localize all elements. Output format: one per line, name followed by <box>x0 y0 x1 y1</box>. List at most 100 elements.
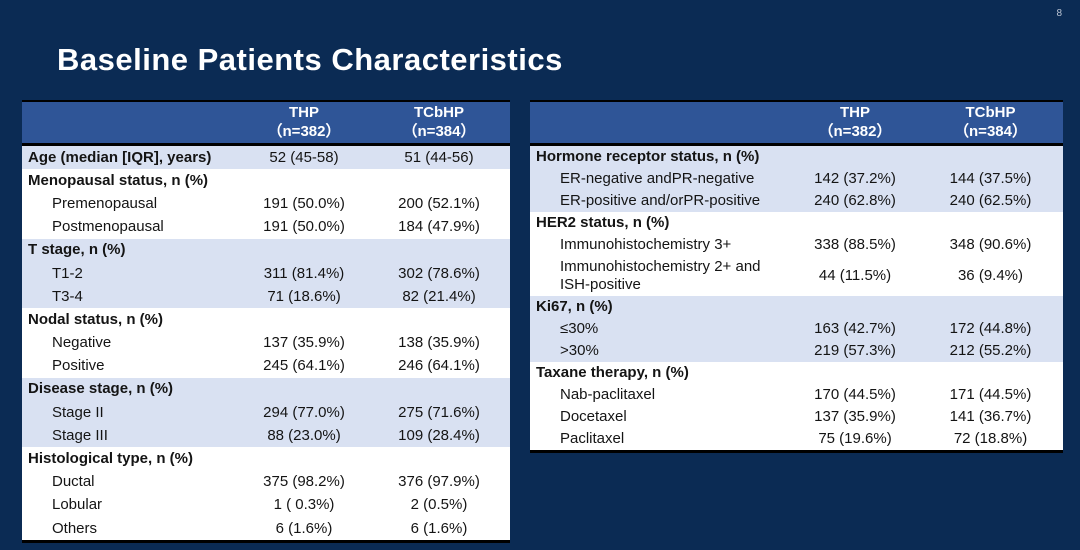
tcbhp-value: 51 (44-56) <box>404 148 474 166</box>
tcbhp-value: 348 (90.6%) <box>949 236 1032 253</box>
baseline-table-right: THP （n=382） TCbHP （n=384） Hormone recept… <box>530 100 1063 453</box>
row-item-label: Negative <box>52 334 112 352</box>
row-item-label: >30% <box>560 342 599 359</box>
row-category-label: Age (median [IQR], years) <box>28 148 212 166</box>
thp-value: 294 (77.0%) <box>263 403 345 421</box>
arm-n: （n=384） <box>402 122 476 140</box>
tcbhp-value: 172 (44.8%) <box>949 320 1032 337</box>
table-row: Hormone receptor status, n (%) <box>530 146 1063 168</box>
row-item-label: Others <box>52 519 98 537</box>
thp-value: 170 (44.5%) <box>814 386 896 403</box>
arm-n: （n=384） <box>954 122 1027 140</box>
tcbhp-value: 141 (36.7%) <box>949 408 1032 425</box>
row-category-label: T stage, n (%) <box>28 241 126 259</box>
tcbhp-value: 184 (47.9%) <box>398 218 480 236</box>
row-category-label: Hormone receptor status, n (%) <box>536 148 760 165</box>
thp-value: 240 (62.8%) <box>814 192 896 209</box>
thp-value: 311 (81.4%) <box>263 264 345 282</box>
table-row: HER2 status, n (%) <box>530 212 1063 234</box>
row-item-label: Premenopausal <box>52 194 158 212</box>
row-category-label: Disease stage, n (%) <box>28 380 174 398</box>
tcbhp-value: 212 (55.2%) <box>949 342 1032 359</box>
row-category-label: Ki67, n (%) <box>536 298 613 315</box>
tcbhp-value: 36 (9.4%) <box>957 267 1024 284</box>
tcbhp-value: 200 (52.1%) <box>398 194 480 212</box>
table-row: Nodal status, n (%) <box>22 308 510 332</box>
row-category-label: Nodal status, n (%) <box>28 310 164 328</box>
header-tcbhp-column: TCbHP （n=384） <box>368 102 510 143</box>
header-empty-cell <box>22 102 240 143</box>
row-item-label: Paclitaxel <box>560 430 625 447</box>
table-row: Negative 137 (35.9%) 138 (35.9%) <box>22 331 510 355</box>
table-row: Age (median [IQR], years) 52 (45-58) 51 (4… <box>22 146 510 170</box>
table-row: T3-4 71 (18.6%) 82 (21.4%) <box>22 285 510 309</box>
tcbhp-value: 2 (0.5%) <box>410 496 468 514</box>
thp-value: 191 (50.0%) <box>263 218 345 236</box>
tcbhp-value: 109 (28.4%) <box>398 426 480 444</box>
arm-n: （n=382） <box>267 122 341 140</box>
row-item-label: Positive <box>52 357 105 375</box>
thp-value: 163 (42.7%) <box>814 320 896 337</box>
row-item-label: ≤30% <box>560 320 599 337</box>
row-item-label: Immunohistochemistry 3+ <box>560 236 732 253</box>
tcbhp-value: 72 (18.8%) <box>953 430 1028 447</box>
row-item-label: ER-negative andPR-negative <box>560 170 755 187</box>
row-item-label: ER-positive and/orPR-positive <box>560 192 761 209</box>
tcbhp-value: 240 (62.5%) <box>949 192 1032 209</box>
row-item-label: Stage III <box>52 426 108 444</box>
table-row: Menopausal status, n (%) <box>22 169 510 193</box>
thp-value: 137 (35.9%) <box>814 408 896 425</box>
arm-n: （n=382） <box>818 122 892 140</box>
table-row: Paclitaxel 75 (19.6%) 72 (18.8%) <box>530 428 1063 450</box>
thp-value: 6 (1.6%) <box>275 519 333 537</box>
table-row: ≤30% 163 (42.7%) 172 (44.8%) <box>530 318 1063 340</box>
table-row: Positive 245 (64.1%) 246 (64.1%) <box>22 354 510 378</box>
thp-value: 44 (11.5%) <box>818 267 892 284</box>
thp-value: 52 (45-58) <box>269 148 339 166</box>
row-category-label: Menopausal status, n (%) <box>28 171 209 189</box>
row-category-label: Histological type, n (%) <box>28 450 194 468</box>
table-row: Stage III 88 (23.0%) 109 (28.4%) <box>22 424 510 448</box>
thp-value: 88 (23.0%) <box>267 426 341 444</box>
thp-value: 245 (64.1%) <box>263 357 345 375</box>
table-row: Taxane therapy, n (%) <box>530 362 1063 384</box>
row-item-label: Immunohistochemistry 2+ and ISH-positive <box>560 258 761 293</box>
slide-title: Baseline Patients Characteristics <box>57 42 563 77</box>
baseline-table-left: THP （n=382） TCbHP （n=384） Age (median [I… <box>22 100 510 544</box>
row-item-label: Nab-paclitaxel <box>560 386 656 403</box>
header-empty-cell <box>530 102 792 143</box>
table-row: Histological type, n (%) <box>22 447 510 471</box>
header-thp-column: THP （n=382） <box>792 102 918 143</box>
table-row: Others 6 (1.6%) 6 (1.6%) <box>22 517 510 541</box>
header-thp-column: THP （n=382） <box>240 102 368 143</box>
tcbhp-value: 246 (64.1%) <box>398 357 480 375</box>
row-item-label: T1-2 <box>52 264 83 282</box>
table-body-right: Hormone receptor status, n (%) ER-negativ… <box>530 146 1063 450</box>
header-tcbhp-column: TCbHP （n=384） <box>918 102 1063 143</box>
thp-value: 191 (50.0%) <box>263 194 345 212</box>
tcbhp-value: 144 (37.5%) <box>949 170 1032 187</box>
table-row: Postmenopausal 191 (50.0%) 184 (47.9%) <box>22 215 510 239</box>
table-row: Disease stage, n (%) <box>22 377 510 402</box>
row-item-label: Docetaxel <box>560 408 627 425</box>
thp-value: 75 (19.6%) <box>818 430 892 447</box>
table-header-left: THP （n=382） TCbHP （n=384） <box>22 102 510 146</box>
table-row: Lobular 1 ( 0.3%) 2 (0.5%) <box>22 493 510 517</box>
row-category-label: Taxane therapy, n (%) <box>536 364 689 381</box>
tcbhp-value: 171 (44.5%) <box>949 386 1032 403</box>
row-item-label: Lobular <box>52 496 103 514</box>
table-header-right: THP （n=382） TCbHP （n=384） <box>530 102 1063 146</box>
arm-name: THP <box>840 103 870 121</box>
table-row: Immunohistochemistry 3+ 338 (88.5%) 348 (9… <box>530 234 1063 256</box>
table-row: Docetaxel 137 (35.9%) 141 (36.7%) <box>530 406 1063 428</box>
arm-name: THP <box>289 103 319 121</box>
arm-name: TCbHP <box>414 103 464 121</box>
table-row: ER-negative andPR-negative 142 (37.2%) 144… <box>530 168 1063 190</box>
tcbhp-value: 275 (71.6%) <box>398 403 480 421</box>
table-row: Nab-paclitaxel 170 (44.5%) 171 (44.5%) <box>530 384 1063 406</box>
table-row: Immunohistochemistry 2+ and ISH-positive… <box>530 256 1063 296</box>
tcbhp-value: 6 (1.6%) <box>410 519 468 537</box>
table-row: Ductal 375 (98.2%) 376 (97.9%) <box>22 470 510 494</box>
thp-value: 338 (88.5%) <box>814 236 896 253</box>
